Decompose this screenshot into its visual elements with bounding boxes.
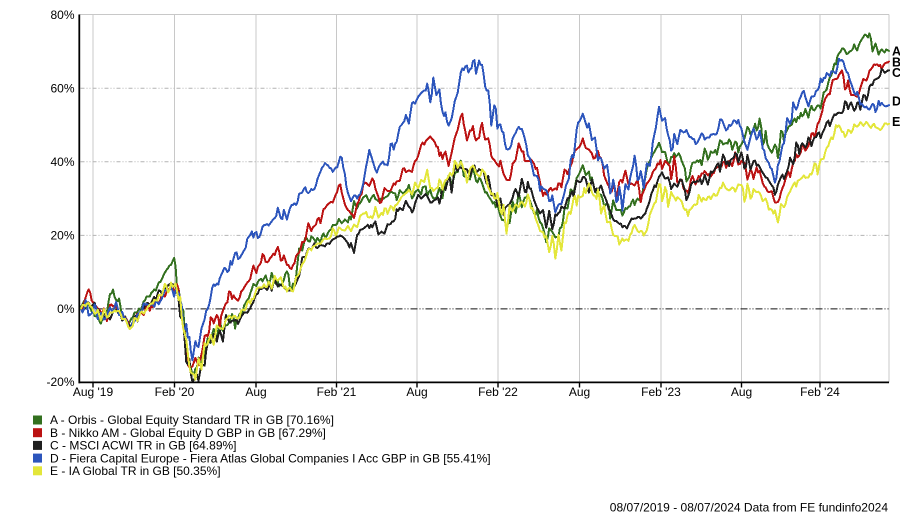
- svg-text:Feb '22: Feb '22: [478, 385, 518, 399]
- svg-text:B: B: [892, 56, 900, 70]
- svg-text:B - Nikko AM - Global Equity D: B - Nikko AM - Global Equity D GBP in GB…: [50, 426, 326, 440]
- svg-text:40%: 40%: [50, 155, 74, 169]
- svg-text:C - MSCI ACWI TR in GB [64.89%: C - MSCI ACWI TR in GB [64.89%]: [50, 439, 237, 453]
- svg-text:20%: 20%: [50, 229, 74, 243]
- svg-text:0%: 0%: [57, 302, 75, 316]
- svg-text:Aug: Aug: [245, 385, 266, 399]
- svg-text:Aug: Aug: [569, 385, 590, 399]
- svg-text:C: C: [892, 66, 900, 80]
- svg-text:80%: 80%: [50, 8, 74, 22]
- svg-text:A: A: [892, 45, 900, 59]
- svg-text:Feb '20: Feb '20: [155, 385, 195, 399]
- svg-text:E - IA Global TR in GB [50.35%: E - IA Global TR in GB [50.35%]: [50, 464, 221, 478]
- svg-text:08/07/2019 - 08/07/2024 Data f: 08/07/2019 - 08/07/2024 Data from FE fun…: [610, 501, 889, 515]
- svg-text:D - Fiera Capital Europe - Fie: D - Fiera Capital Europe - Fiera Atlas G…: [50, 451, 491, 465]
- svg-text:-20%: -20%: [46, 375, 74, 389]
- svg-text:A - Orbis - Global Equity Stan: A - Orbis - Global Equity Standard TR in…: [50, 413, 334, 427]
- svg-text:E: E: [892, 115, 900, 129]
- svg-text:D: D: [892, 95, 900, 109]
- svg-text:60%: 60%: [50, 82, 74, 96]
- svg-text:Aug '19: Aug '19: [73, 385, 114, 399]
- svg-text:Aug: Aug: [406, 385, 427, 399]
- svg-text:Aug: Aug: [731, 385, 752, 399]
- svg-text:Feb '21: Feb '21: [317, 385, 357, 399]
- svg-text:Feb '24: Feb '24: [800, 385, 840, 399]
- svg-text:Feb '23: Feb '23: [641, 385, 681, 399]
